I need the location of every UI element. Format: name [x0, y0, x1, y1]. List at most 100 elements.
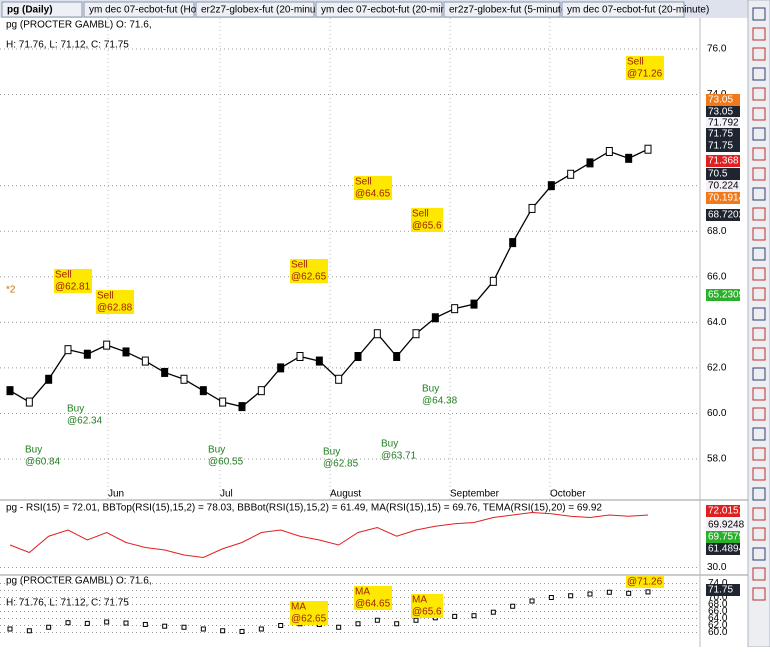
tool-icon[interactable] [752, 47, 766, 61]
tab[interactable] [315, 1, 443, 18]
mini-candle [46, 624, 52, 630]
header: pg - RSI(15) = 72.01, BBTop(RSI(15),15,2… [6, 503, 602, 514]
tool-icon[interactable] [752, 127, 766, 141]
header: pg (PROCTER GAMBL) O: 71.6, [6, 20, 152, 31]
value-badge [706, 128, 740, 140]
signal-label: Buy [208, 445, 225, 456]
tab[interactable] [1, 1, 83, 18]
month-label: October [550, 489, 586, 500]
mini-candle [200, 626, 206, 632]
tool-icon[interactable] [752, 487, 766, 501]
y-tick-label: 70.0 [708, 592, 728, 603]
signal-price: @71.26 [627, 577, 663, 588]
signal-label: Sell [627, 57, 644, 68]
candle [296, 352, 304, 361]
y-tick-label: 66.0 [708, 606, 728, 617]
tool-icon[interactable] [752, 147, 766, 161]
mini-candle [278, 623, 284, 628]
tool-icon[interactable] [752, 547, 766, 561]
value-badge-text: 70.5 [708, 169, 728, 180]
value-badge-text: 70.224 [708, 181, 739, 192]
tool-icon[interactable] [752, 587, 766, 601]
mini-candle [606, 589, 612, 595]
signal-label: Buy [422, 384, 439, 395]
y-tick-label: 58.0 [707, 454, 727, 465]
tool-icon[interactable] [752, 567, 766, 581]
tool-icon[interactable] [752, 327, 766, 341]
candle [219, 397, 227, 407]
tool-icon[interactable] [752, 507, 766, 521]
tab-label: ym dec 07-ecbot-fut (20-minute) [567, 5, 709, 16]
signal-bg [354, 586, 392, 610]
mini-candle [336, 624, 342, 630]
mini-candle [471, 613, 477, 619]
signal-bg [411, 594, 443, 618]
tool-icon[interactable] [752, 467, 766, 481]
value-badge [706, 519, 740, 531]
mini-candle [142, 621, 148, 627]
tool-icon[interactable] [752, 167, 766, 181]
price-line [9, 148, 649, 408]
tool-icon[interactable] [752, 287, 766, 301]
candle [335, 374, 343, 384]
y-tick-label: 60.0 [707, 408, 727, 419]
tab[interactable] [83, 1, 195, 18]
ohlc: H: 71.76, L: 71.12, C: 71.75 [6, 598, 129, 609]
value-badge [706, 155, 740, 167]
signal-label: Sell [55, 270, 72, 281]
mini-candle [355, 621, 361, 627]
mini-candle [548, 595, 554, 600]
candle [431, 313, 439, 323]
tool-icon[interactable] [752, 187, 766, 201]
value-badge-text: 69.7579 [708, 532, 745, 543]
candle [644, 144, 652, 154]
y-tick-label: 60.0 [708, 627, 728, 638]
month-label: Jun [108, 489, 124, 500]
signal-bg [354, 176, 392, 200]
signal-price: @62.34 [67, 416, 103, 427]
y-tick-label: 66.0 [707, 271, 727, 282]
tool-icon[interactable] [752, 407, 766, 421]
tool-icon[interactable] [752, 367, 766, 381]
mini-candle [394, 621, 400, 627]
signal-label: MA [291, 602, 306, 613]
tool-icon[interactable] [752, 227, 766, 241]
tab[interactable] [443, 1, 561, 18]
tool-icon[interactable] [752, 107, 766, 121]
tool-icon[interactable] [752, 7, 766, 21]
month-label: Jul [220, 489, 233, 500]
y-tick-label: 62.0 [708, 620, 728, 631]
mini-candle [104, 619, 110, 625]
tool-icon[interactable] [752, 307, 766, 321]
candle [354, 352, 362, 361]
mini-candle [413, 617, 419, 623]
tool-icon[interactable] [752, 427, 766, 441]
tool-icon[interactable] [752, 67, 766, 81]
candle [277, 363, 285, 373]
tool-icon[interactable] [752, 247, 766, 261]
mini-candle [239, 628, 245, 634]
mini-candle [626, 590, 632, 596]
y-tick-label: 30.0 [707, 562, 727, 573]
tool-icon[interactable] [752, 207, 766, 221]
value-badge [706, 531, 740, 543]
tool-icon[interactable] [752, 387, 766, 401]
candle [451, 304, 459, 314]
tool-icon[interactable] [752, 87, 766, 101]
tool-icon[interactable] [752, 347, 766, 361]
candle [83, 349, 91, 359]
mini-candle [123, 620, 129, 626]
mini-candle [220, 628, 226, 634]
tool-icon[interactable] [752, 267, 766, 281]
signal-price: @64.65 [355, 599, 391, 610]
tab[interactable] [195, 1, 315, 18]
signal-price: @65.6 [412, 607, 442, 618]
tool-icon[interactable] [752, 27, 766, 41]
candle [393, 352, 401, 361]
tool-icon[interactable] [752, 447, 766, 461]
tab[interactable] [561, 1, 685, 18]
tool-icon[interactable] [752, 527, 766, 541]
value-badge [706, 584, 740, 596]
candle [605, 147, 613, 156]
